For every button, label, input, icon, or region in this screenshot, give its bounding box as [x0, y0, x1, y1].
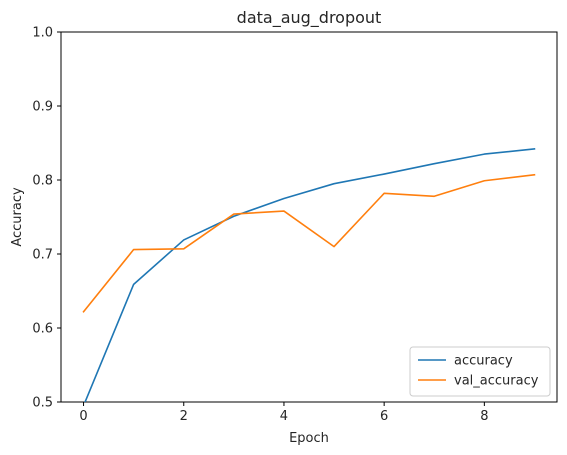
axes-frame	[60, 31, 558, 403]
y-tick-label: 0.6	[32, 322, 53, 337]
legend-label-val-accuracy: val_accuracy	[454, 374, 539, 389]
x-tick-label: 8	[480, 409, 488, 424]
x-tick-label: 0	[79, 409, 87, 424]
series-layer	[82, 148, 536, 402]
x-tick-label: 2	[180, 409, 188, 424]
x-axis-ticks: 0 2 4 6 8	[79, 402, 488, 424]
y-tick-label: 1.0	[32, 26, 53, 41]
x-tick-label: 4	[280, 409, 288, 424]
legend-label-accuracy: accuracy	[454, 354, 513, 369]
chart-legend: accuracy val_accuracy	[409, 346, 551, 397]
series-line-accuracy	[84, 148, 536, 402]
y-tick-label: 0.9	[32, 100, 53, 115]
y-axis-label: Accuracy	[10, 187, 25, 247]
y-tick-label: 0.8	[32, 174, 53, 189]
plot-area	[60, 31, 558, 403]
x-axis-label: Epoch	[289, 431, 329, 446]
y-tick-label: 0.5	[32, 396, 53, 411]
y-tick-label: 0.7	[32, 248, 53, 263]
y-axis-ticks: 0.5 0.6 0.7 0.8 0.9 1.0	[32, 26, 61, 411]
chart-title: data_aug_dropout	[237, 8, 382, 28]
series-line-val-accuracy	[82, 173, 536, 313]
x-tick-label: 6	[380, 409, 388, 424]
